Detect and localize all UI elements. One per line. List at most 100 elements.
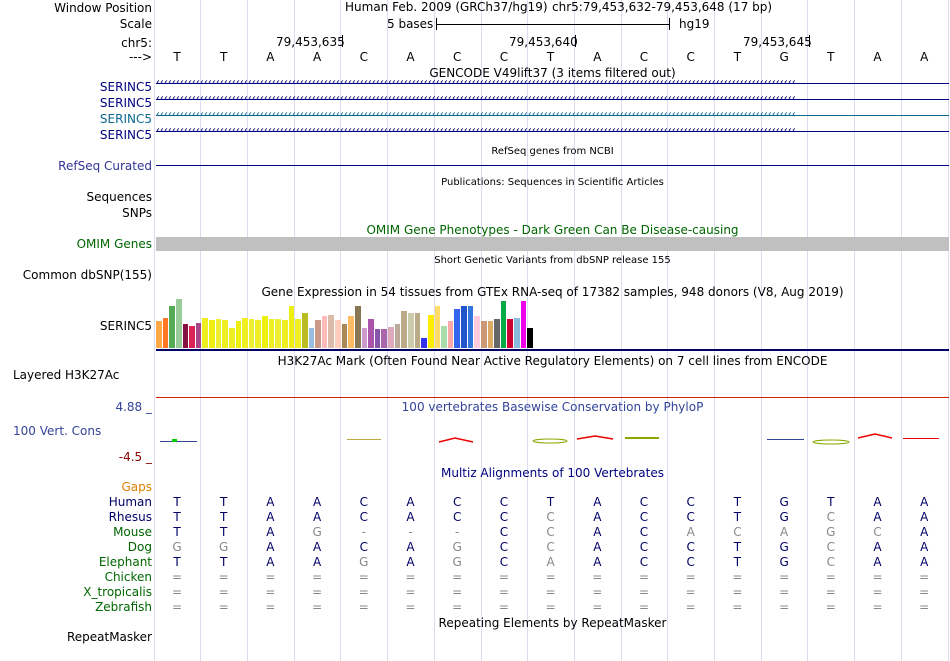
gtex-tissue-bar[interactable] — [467, 306, 474, 348]
gtex-tissue-bar[interactable] — [354, 306, 361, 348]
alignment-base: C — [639, 525, 649, 539]
gtex-tissue-bar[interactable] — [275, 318, 281, 348]
species-label[interactable]: Human — [108, 495, 152, 509]
gtex-tissue-bar[interactable] — [209, 319, 215, 348]
gtex-tissue-bar[interactable] — [156, 321, 162, 348]
alignment-base: C — [686, 510, 695, 524]
gtex-tissue-bar[interactable] — [202, 317, 209, 348]
gtex-tissue-bar[interactable] — [368, 318, 374, 348]
gtex-tissue-bar[interactable] — [235, 321, 242, 348]
gtex-tissue-bar[interactable] — [222, 319, 228, 348]
gtex-tissue-bar[interactable] — [182, 323, 189, 348]
h3k27ac-title: H3K27Ac Mark (Often Found Near Active Re… — [277, 354, 828, 368]
gtex-tissue-bar[interactable] — [374, 329, 381, 348]
gtex-tissue-bar[interactable] — [328, 314, 335, 348]
omim-title: OMIM Gene Phenotypes - Dark Green Can Be… — [366, 223, 739, 237]
gtex-tissue-bar[interactable] — [268, 318, 275, 348]
gtex-tissue-bar[interactable] — [494, 318, 500, 348]
species-label[interactable]: Elephant — [98, 555, 152, 569]
omim-bar[interactable] — [156, 237, 949, 251]
omim-label[interactable]: OMIM Genes — [76, 237, 152, 251]
snps-label[interactable]: SNPs — [122, 206, 152, 220]
gtex-tissue-bar[interactable] — [414, 312, 421, 348]
gtex-tissue-bar[interactable] — [480, 321, 487, 348]
repeatmasker-label[interactable]: RepeatMasker — [66, 630, 152, 644]
gtex-tissue-bar[interactable] — [169, 306, 175, 348]
phylop-label[interactable]: 100 Vert. Cons — [13, 424, 102, 438]
gtex-tissue-bar[interactable] — [195, 322, 202, 348]
species-label[interactable]: Rhesus — [108, 510, 152, 524]
gtex-tissue-bar[interactable] — [520, 301, 527, 348]
sequences-label[interactable]: Sequences — [86, 190, 152, 204]
gtex-tissue-bar[interactable] — [361, 328, 368, 348]
gtex-tissue-bar[interactable] — [248, 318, 255, 348]
reference-base: A — [266, 50, 275, 64]
assembly-title: Human Feb. 2009 (GRCh37/hg19) — [345, 0, 548, 14]
gencode-gene-label-4[interactable]: SERINC5 — [99, 128, 152, 142]
gencode-gene-line[interactable] — [156, 115, 949, 116]
gtex-tissue-bar[interactable] — [388, 327, 394, 348]
refseq-gene-line[interactable] — [156, 165, 949, 166]
gtex-tissue-bar[interactable] — [394, 323, 401, 348]
h3k27ac-signal[interactable] — [156, 397, 949, 398]
phylop-plot[interactable] — [155, 428, 950, 450]
gtex-tissue-bar[interactable] — [427, 314, 434, 348]
gtex-tissue-bar[interactable] — [215, 318, 222, 348]
gtex-tissue-bar[interactable] — [514, 317, 520, 348]
gtex-tissue-bar[interactable] — [282, 319, 288, 348]
species-label[interactable]: Mouse — [113, 525, 152, 539]
gencode-gene-label-1[interactable]: SERINC5 — [99, 80, 152, 94]
gtex-tissue-bar[interactable] — [175, 299, 182, 348]
gtex-tissue-bar[interactable] — [507, 318, 514, 348]
alignment-base: T — [733, 495, 742, 509]
refseq-label[interactable]: RefSeq Curated — [58, 159, 152, 173]
gtex-tissue-bar[interactable] — [421, 338, 427, 348]
gtex-tissue-bar[interactable] — [228, 328, 235, 348]
gtex-tissue-bar[interactable] — [301, 312, 308, 348]
gtex-tissue-bar[interactable] — [189, 325, 195, 348]
gtex-tissue-bar[interactable] — [487, 321, 494, 348]
gencode-gene-line[interactable] — [156, 131, 949, 132]
dbsnp-label[interactable]: Common dbSNP(155) — [22, 268, 152, 282]
gtex-tissue-bar[interactable] — [454, 308, 461, 348]
gtex-tissue-bar[interactable] — [335, 319, 341, 348]
gtex-gene-label[interactable]: SERINC5 — [99, 319, 152, 333]
gtex-tissue-bar[interactable] — [242, 317, 248, 348]
gencode-gene-line[interactable] — [156, 83, 949, 84]
h3k27ac-label[interactable]: Layered H3K27Ac — [13, 368, 120, 382]
gtex-tissue-bar[interactable] — [255, 319, 262, 348]
db-text: hg19 — [679, 17, 710, 31]
alignment-base: G — [826, 525, 836, 539]
gtex-tissue-bar[interactable] — [447, 321, 454, 348]
gtex-tissue-bar[interactable] — [262, 316, 268, 348]
species-label[interactable]: X_tropicalis — [83, 585, 152, 599]
gencode-gene-label-2[interactable]: SERINC5 — [99, 96, 152, 110]
gtex-tissue-bar[interactable] — [434, 306, 441, 348]
gtex-tissue-bar[interactable] — [408, 312, 414, 348]
gtex-tissue-bar[interactable] — [474, 316, 480, 348]
browser-image[interactable]: Human Feb. 2009 (GRCh37/hg19) chr5:79,45… — [153, 0, 950, 661]
gtex-tissue-bar[interactable] — [321, 316, 328, 348]
species-label[interactable]: Chicken — [104, 570, 152, 584]
gtex-tissue-bar[interactable] — [295, 318, 301, 348]
gtex-tissue-bar[interactable] — [162, 317, 169, 348]
gtex-tissue-bar[interactable] — [288, 306, 295, 348]
gtex-tissue-bar[interactable] — [500, 301, 507, 348]
species-label[interactable]: Dog — [127, 540, 152, 554]
gtex-tissue-bar[interactable] — [308, 328, 315, 348]
gtex-tissue-bar[interactable] — [441, 325, 447, 348]
gtex-tissue-bar[interactable] — [381, 329, 388, 348]
gtex-tissue-bar[interactable] — [527, 328, 533, 348]
gtex-tissue-bar[interactable] — [341, 323, 348, 348]
gencode-gene-label-3[interactable]: SERINC5 — [99, 112, 152, 126]
gtex-bar-chart[interactable] — [156, 299, 534, 348]
gtex-tissue-bar[interactable] — [461, 306, 467, 348]
coord-label-3: 79,453,645 — [743, 35, 812, 49]
gtex-tissue-bar[interactable] — [315, 319, 321, 348]
gtex-gene-line[interactable] — [156, 349, 949, 351]
gencode-gene-line[interactable] — [156, 99, 949, 100]
reference-base: C — [639, 50, 649, 64]
gtex-tissue-bar[interactable] — [401, 311, 407, 348]
gtex-tissue-bar[interactable] — [348, 316, 354, 348]
species-label[interactable]: Zebrafish — [95, 600, 152, 614]
